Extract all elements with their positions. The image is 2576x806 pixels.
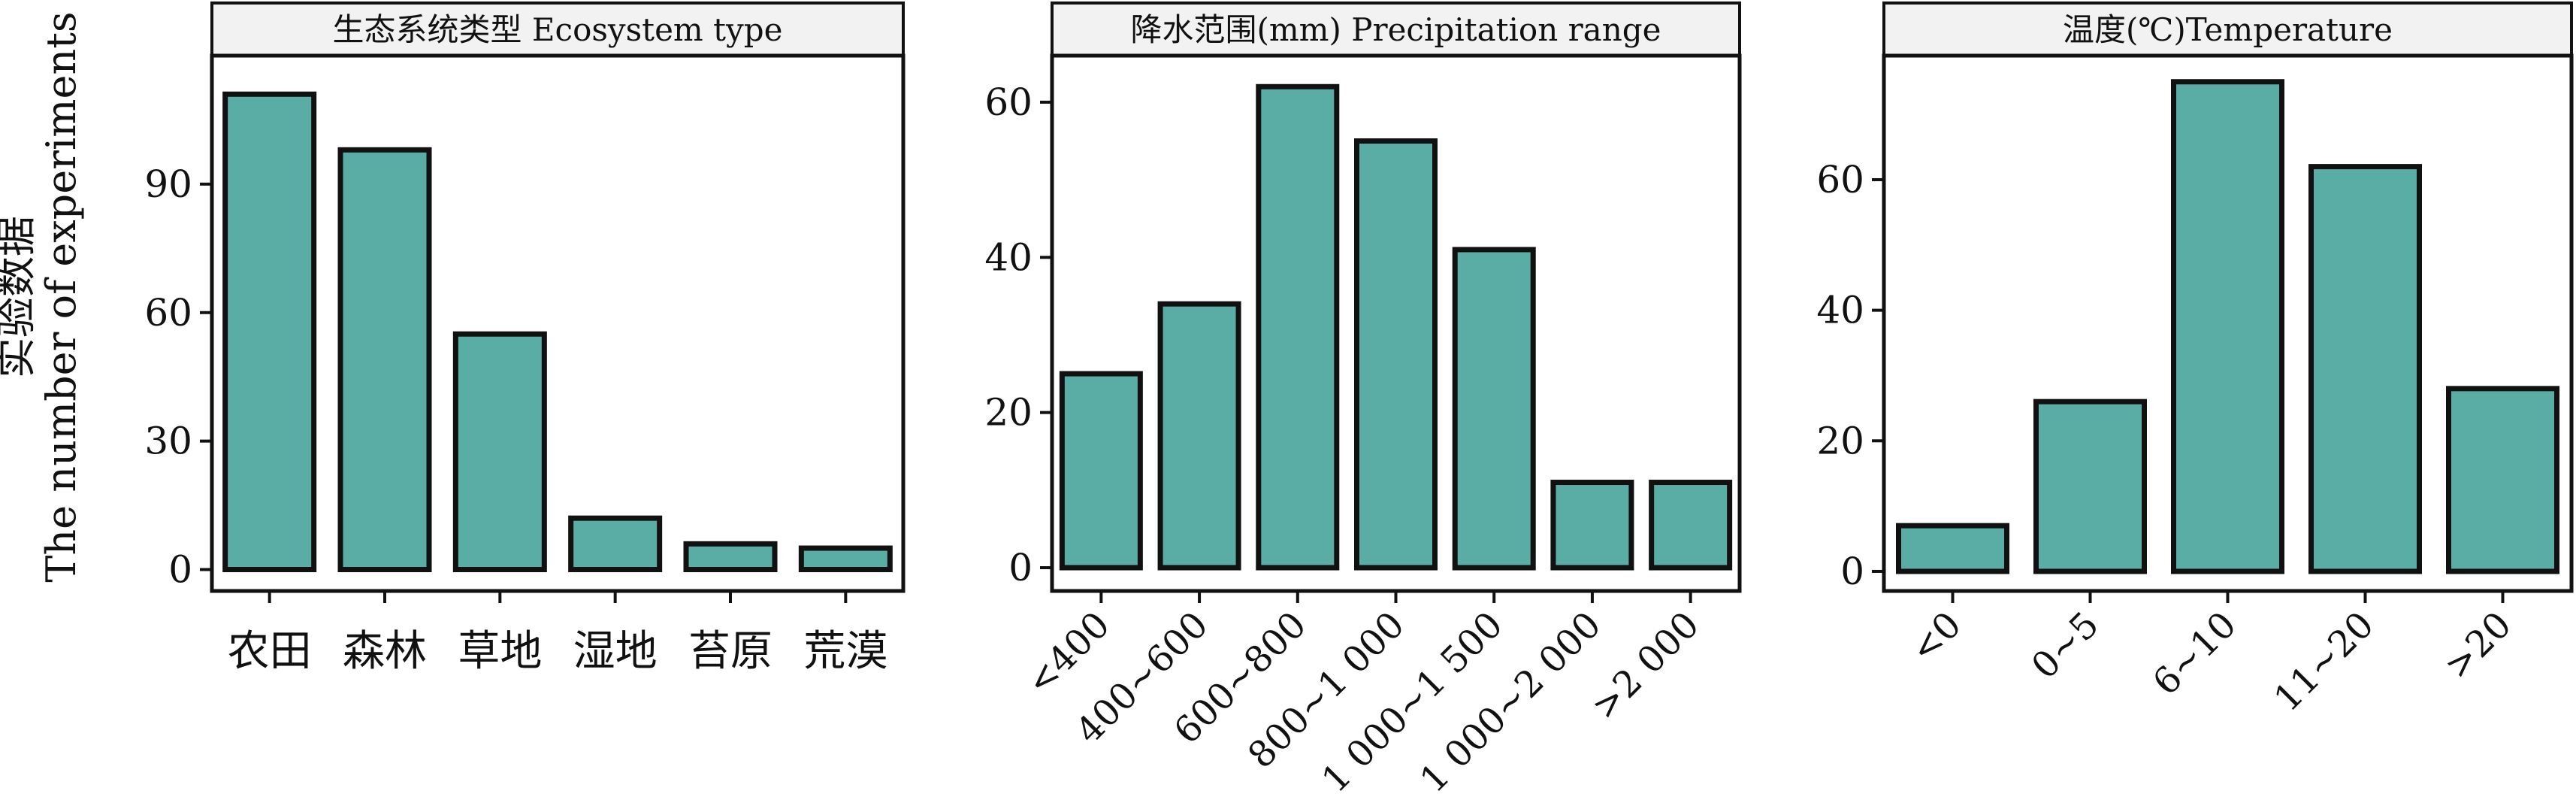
bar	[337, 147, 432, 573]
bar	[683, 541, 778, 573]
bar	[1452, 247, 1536, 571]
bar	[2446, 386, 2559, 574]
x-category-label: 11~20	[2266, 604, 2382, 720]
y-axis-label-english: The number of experiments	[38, 11, 85, 582]
bar	[1354, 138, 1438, 571]
y-tick-label: 60	[984, 80, 1033, 124]
y-tick-label: 40	[984, 235, 1033, 279]
y-tick-label: 40	[1816, 289, 1864, 332]
x-category-label: 草地	[458, 627, 542, 676]
y-tick-label: 30	[144, 420, 192, 463]
x-category-label: 6~10	[2145, 604, 2245, 704]
chart-panels: 生态系统类型 Ecosystem type 0 30 60 90 农田 森林 草地 湿地 苔原 荒漠…	[144, 2, 2574, 801]
bar	[2171, 79, 2284, 574]
x-category-label: 湿地	[573, 627, 658, 676]
x-category-label: 苔原	[688, 627, 772, 676]
bar	[798, 545, 893, 573]
y-tick-label: 20	[984, 391, 1033, 435]
x-category-label: <0	[1902, 604, 1970, 671]
bar	[1256, 83, 1340, 571]
panel-title: 温度(℃)Temperature	[2063, 11, 2393, 48]
x-category-label: 0~5	[2024, 604, 2107, 687]
y-tick-label: 20	[1816, 419, 1864, 462]
bar	[568, 515, 663, 573]
x-category-label: >2 000	[1583, 604, 1707, 728]
panel-header	[210, 2, 905, 57]
bar	[1649, 480, 1733, 571]
panel-header	[1882, 2, 2573, 57]
y-tick-label: 90	[144, 162, 192, 206]
y-tick-label: 0	[1008, 546, 1033, 589]
y-tick-label: 0	[168, 548, 192, 592]
y-tick-label: 60	[144, 291, 192, 335]
panel-3: 温度(℃)Temperature 0 20 40 60 <0 0~5 6~10 11~20 >20	[1816, 2, 2574, 720]
panel-title: 降水范围(mm) Precipitation range	[1130, 11, 1661, 48]
panel-1: 生态系统类型 Ecosystem type 0 30 60 90 农田 森林 草地 湿地 苔原 荒漠	[144, 2, 906, 676]
panel-title: 生态系统类型 Ecosystem type	[333, 11, 783, 48]
x-category-label: 农田	[228, 627, 312, 676]
panel-2: 降水范围(mm) Precipitation range0204060<4004…	[984, 2, 1742, 801]
x-category-label: 荒漠	[803, 627, 887, 676]
x-category-label: >20	[2436, 604, 2520, 687]
bar	[452, 331, 547, 573]
bar	[222, 91, 317, 573]
bar	[2033, 398, 2147, 574]
panel-header	[1051, 2, 1741, 57]
plot-frame	[210, 53, 906, 593]
bar	[2308, 164, 2422, 574]
bar	[1550, 480, 1634, 571]
y-axis-label-chinese: 实验数据	[0, 216, 40, 378]
bar	[1059, 371, 1143, 571]
y-tick-label: 60	[1816, 158, 1864, 202]
bar	[1896, 523, 2009, 574]
x-category-label: 森林	[343, 627, 427, 676]
y-tick-label: 0	[1840, 550, 1864, 593]
bar	[1157, 301, 1241, 571]
